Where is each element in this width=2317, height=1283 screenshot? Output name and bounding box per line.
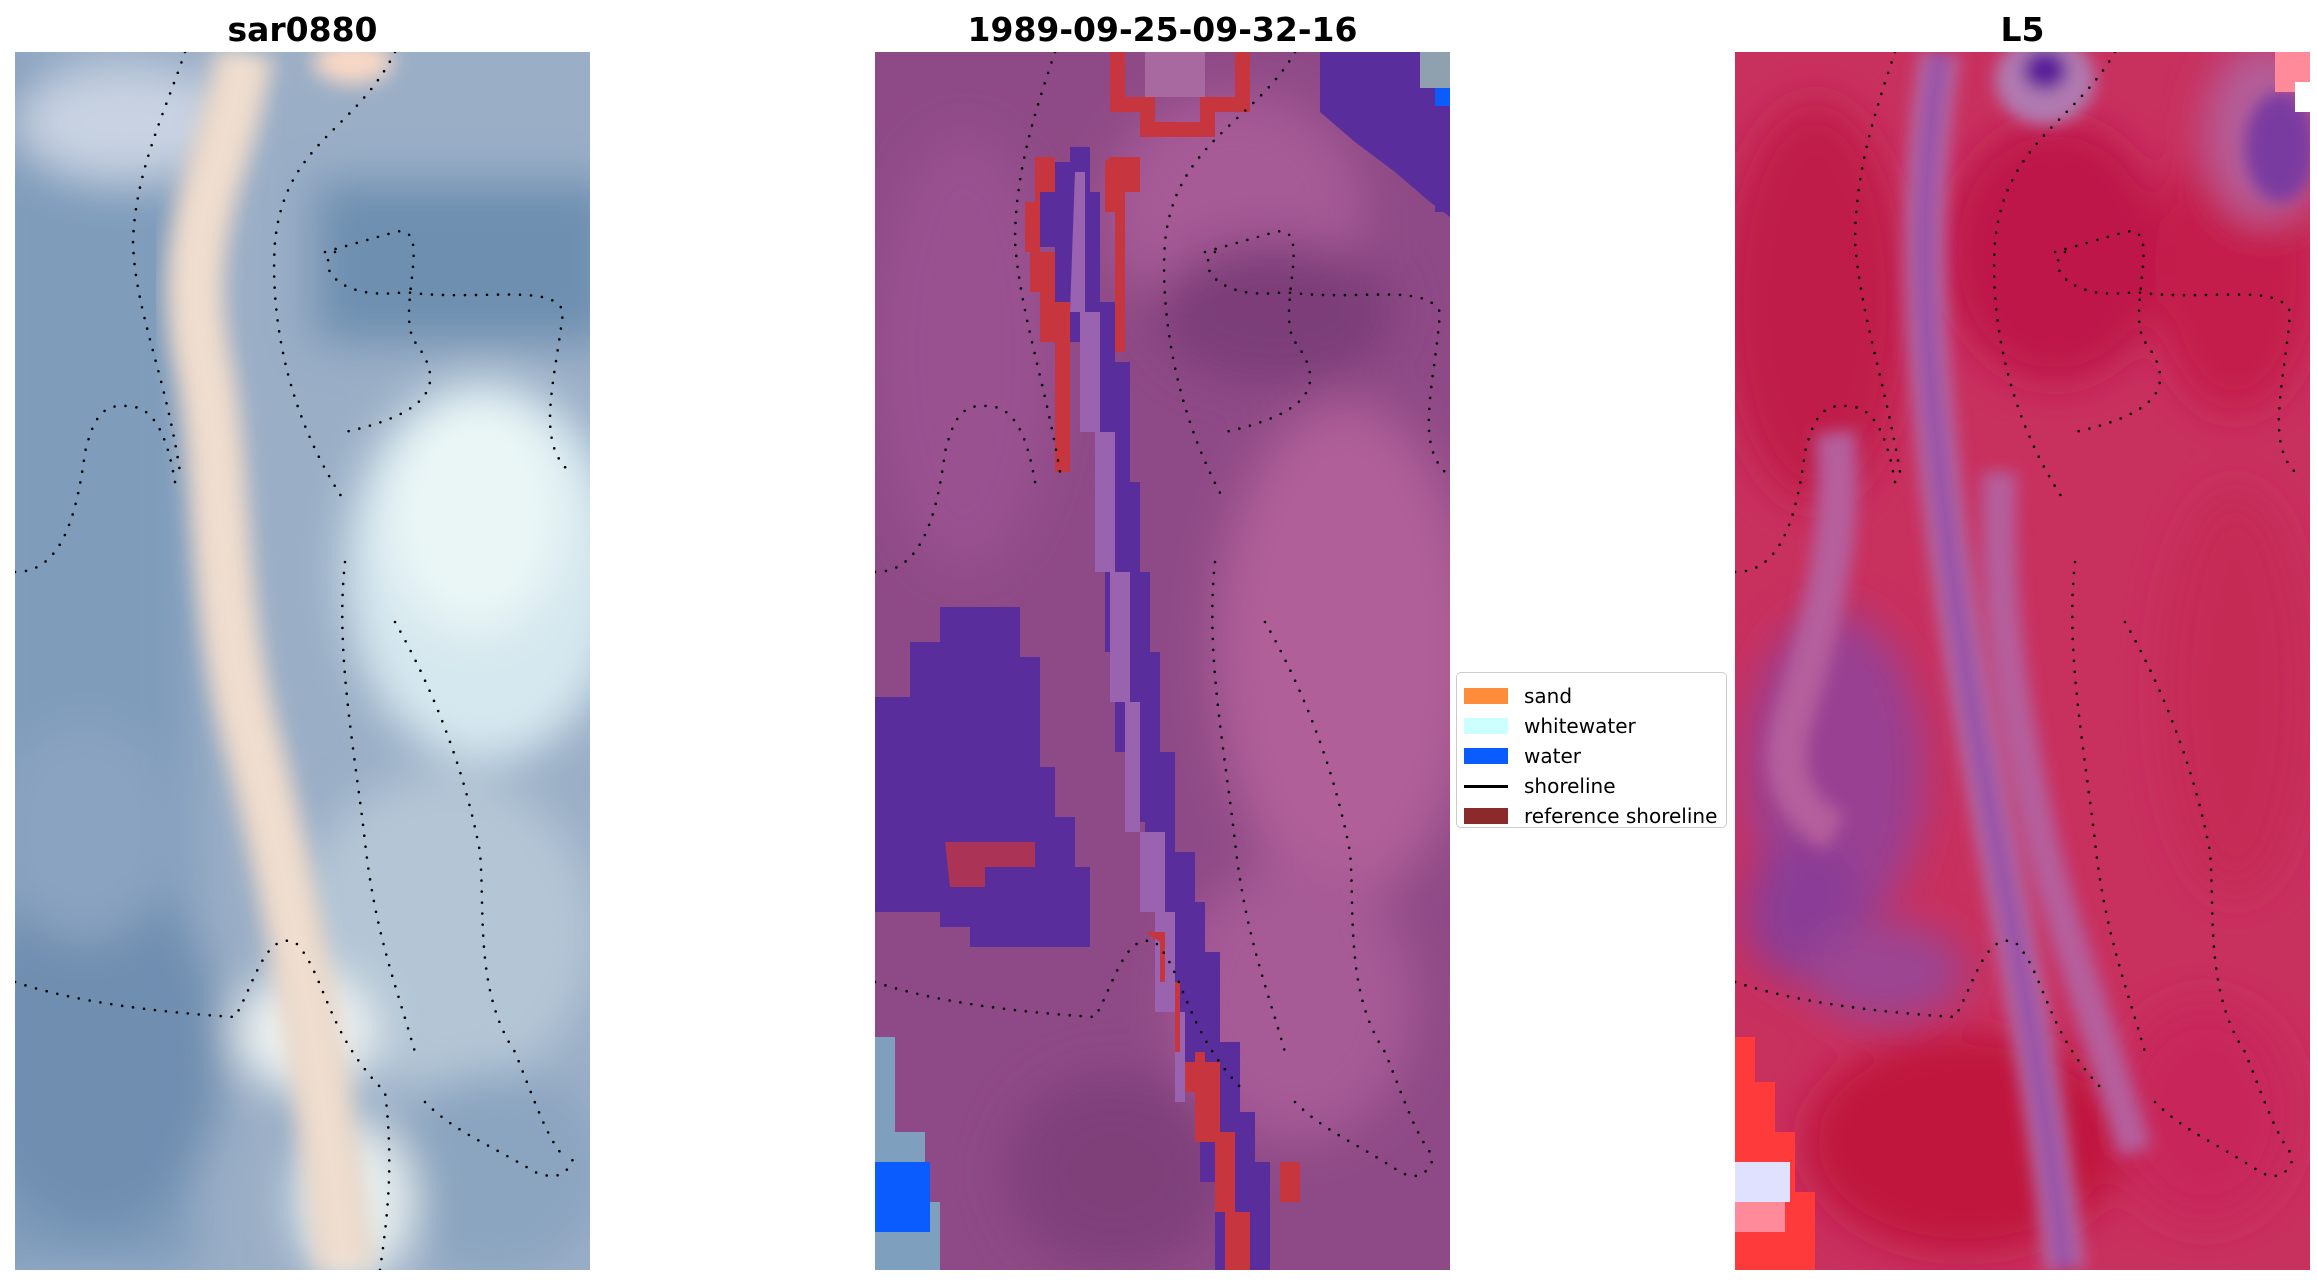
legend-label-shoreline: shoreline bbox=[1524, 774, 1616, 798]
legend: sand whitewater water shoreline referenc… bbox=[1456, 672, 1727, 828]
rgb-image bbox=[15, 52, 590, 1270]
rgb-image-panel bbox=[15, 52, 590, 1270]
legend-label-water: water bbox=[1524, 744, 1581, 768]
shoreline-line-swatch bbox=[1464, 784, 1508, 788]
index-image-panel bbox=[1735, 52, 2310, 1270]
legend-item-whitewater: whitewater bbox=[1464, 711, 1716, 741]
classified-image bbox=[875, 52, 1450, 1270]
legend-item-water: water bbox=[1464, 741, 1716, 771]
whitewater-swatch bbox=[1464, 718, 1508, 734]
index-image bbox=[1735, 52, 2310, 1270]
legend-label-reference-shoreline: reference shoreline bbox=[1524, 804, 1718, 828]
panel-title-index: L5 bbox=[2000, 10, 2045, 49]
legend-item-sand: sand bbox=[1464, 681, 1716, 711]
legend-item-reference-shoreline: reference shoreline bbox=[1464, 801, 1718, 831]
panel-title-rgb: sar0880 bbox=[227, 10, 378, 49]
legend-label-sand: sand bbox=[1524, 684, 1573, 708]
legend-label-whitewater: whitewater bbox=[1524, 714, 1636, 738]
water-swatch bbox=[1464, 748, 1508, 764]
sand-swatch bbox=[1464, 688, 1508, 704]
panel-title-classified: 1989-09-25-09-32-16 bbox=[967, 10, 1358, 49]
legend-item-shoreline: shoreline bbox=[1464, 771, 1716, 801]
reference-shoreline-swatch bbox=[1464, 808, 1508, 824]
classified-image-panel bbox=[875, 52, 1450, 1270]
